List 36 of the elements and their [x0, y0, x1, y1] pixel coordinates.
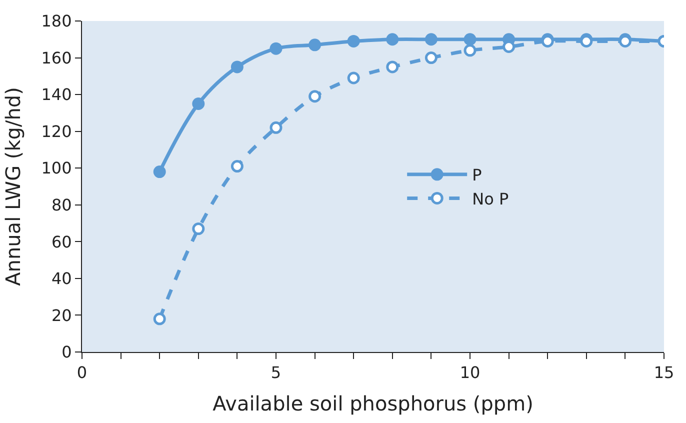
point [192, 222, 205, 236]
point [424, 52, 438, 64]
point [386, 33, 399, 46]
x-tick-label: 10 [460, 363, 480, 382]
point [270, 121, 282, 134]
y-tick-label: 60 [51, 232, 72, 252]
point [153, 312, 166, 326]
x-axis-title: Available soil phosphorus (ppm) [212, 392, 534, 416]
point [308, 90, 322, 103]
y-axis-title: Annual LWG (kg/hd) [0, 87, 25, 286]
y-tick-label: 160 [41, 48, 72, 68]
y-tick-label: 120 [41, 122, 72, 141]
point [347, 72, 360, 84]
point [386, 60, 399, 74]
y-tick-label: 20 [51, 306, 72, 325]
point [270, 42, 282, 55]
point [424, 33, 438, 46]
point [153, 166, 166, 178]
point [230, 60, 244, 74]
y-tick-label: 140 [41, 85, 72, 104]
point [464, 33, 476, 46]
point [347, 34, 360, 48]
legend-label: P [472, 166, 482, 185]
x-tick-label: 0 [76, 363, 88, 382]
point [192, 98, 205, 110]
x-tick-label: 15 [654, 363, 674, 382]
x-tick-label: 5 [270, 363, 282, 382]
y-tick-label: 180 [41, 12, 72, 31]
point [230, 160, 244, 173]
y-tick-label: 40 [51, 269, 72, 288]
legend-label: No P [472, 189, 509, 208]
point [308, 38, 322, 52]
y-tick-label: 100 [41, 158, 72, 178]
y-tick-label: 80 [51, 195, 72, 214]
y-tick-label: 0 [62, 342, 72, 362]
point [464, 44, 476, 57]
